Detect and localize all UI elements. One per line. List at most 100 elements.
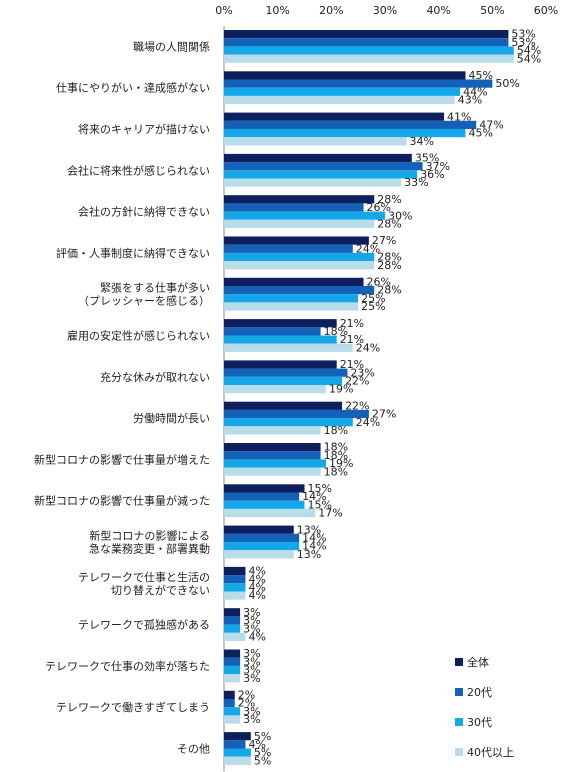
bar bbox=[224, 525, 294, 534]
bar bbox=[224, 368, 348, 377]
data-label: 3% bbox=[243, 614, 260, 627]
bar-series-group: 53% 45% 41% 35% 28% 27% 26% 21% 21% 22% 18% 15% 13% 4… bbox=[224, 28, 541, 767]
data-label: 44% bbox=[463, 85, 487, 98]
bar bbox=[224, 459, 326, 468]
x-tick-label: 60% bbox=[534, 4, 558, 17]
data-label: 4% bbox=[248, 738, 265, 751]
legend-label: 全体 bbox=[467, 655, 489, 669]
bar bbox=[224, 484, 305, 493]
bar bbox=[224, 665, 241, 675]
data-label: 28% bbox=[377, 284, 401, 297]
bar bbox=[224, 170, 418, 179]
bar bbox=[224, 261, 375, 270]
data-label: 53% bbox=[511, 28, 535, 41]
data-label: 3% bbox=[243, 606, 260, 619]
bar bbox=[224, 492, 300, 501]
x-tick-label: 40% bbox=[426, 4, 450, 17]
category-label: テレワークで孤独感がある bbox=[78, 618, 210, 632]
data-label: 37% bbox=[426, 160, 450, 173]
bar bbox=[224, 500, 305, 509]
bar bbox=[224, 542, 300, 551]
legend: 全体 20代 30代 40代以上 bbox=[455, 655, 514, 759]
bar bbox=[224, 451, 321, 460]
data-label: 36% bbox=[420, 168, 444, 181]
category-label: 会社に将来性が感じられない bbox=[67, 163, 210, 177]
bar bbox=[224, 566, 246, 576]
data-label: 14% bbox=[302, 532, 326, 545]
data-label: 5% bbox=[254, 730, 271, 743]
bar bbox=[224, 343, 353, 352]
bar bbox=[224, 632, 246, 641]
bar bbox=[224, 286, 375, 295]
data-label: 35% bbox=[415, 152, 439, 165]
category-label: 職場の人間関係 bbox=[133, 40, 210, 53]
category-label: テレワークで働きすぎてしまう bbox=[56, 700, 210, 714]
data-label: 21% bbox=[340, 333, 364, 346]
data-label: 13% bbox=[297, 523, 321, 536]
data-label: 34% bbox=[409, 135, 433, 148]
data-label: 14% bbox=[302, 540, 326, 553]
legend-label: 40代以上 bbox=[467, 746, 514, 759]
bar bbox=[224, 30, 509, 39]
data-label: 26% bbox=[367, 276, 391, 289]
data-label: 3% bbox=[243, 705, 260, 718]
bar bbox=[224, 409, 369, 419]
bar bbox=[224, 162, 423, 171]
data-label: 3% bbox=[243, 713, 260, 726]
data-label: 3% bbox=[243, 622, 260, 635]
data-label: 15% bbox=[308, 482, 332, 495]
bar bbox=[224, 715, 241, 724]
data-label: 3% bbox=[243, 655, 260, 668]
bar bbox=[224, 38, 509, 47]
legend-label: 20代 bbox=[467, 686, 492, 699]
bar bbox=[224, 302, 359, 311]
x-axis: 0% 10% 20% 30% 40% 50% 60% bbox=[215, 4, 558, 772]
bar bbox=[224, 401, 343, 410]
data-label: 24% bbox=[356, 242, 380, 255]
bar bbox=[224, 467, 321, 476]
bar bbox=[224, 219, 375, 228]
bar bbox=[224, 418, 353, 427]
category-label: 緊張をする仕事が多い（プレッシャーを感じる） bbox=[78, 281, 210, 308]
data-label: 18% bbox=[324, 325, 348, 338]
data-label: 4% bbox=[248, 631, 265, 644]
bar bbox=[224, 443, 321, 452]
bar bbox=[224, 112, 445, 121]
bar bbox=[224, 153, 412, 163]
data-label: 17% bbox=[318, 507, 342, 520]
bar bbox=[224, 46, 514, 55]
data-label: 2% bbox=[238, 689, 255, 702]
bar bbox=[224, 591, 246, 600]
legend-swatch bbox=[455, 658, 463, 666]
data-label: 28% bbox=[377, 251, 401, 264]
bar bbox=[224, 129, 466, 138]
data-label: 3% bbox=[243, 647, 260, 660]
category-label: 新型コロナの影響による急な業務変更・部署異動 bbox=[89, 529, 210, 556]
data-label: 5% bbox=[254, 754, 271, 767]
data-label: 28% bbox=[377, 259, 401, 272]
data-label: 22% bbox=[345, 399, 369, 412]
data-label: 45% bbox=[469, 69, 493, 82]
data-label: 47% bbox=[479, 119, 503, 132]
category-label: 雇用の安定性が感じられない bbox=[67, 329, 210, 343]
bar bbox=[224, 236, 369, 245]
data-label: 41% bbox=[447, 110, 471, 123]
category-label: テレワークで仕事と生活の切り替えができない bbox=[78, 570, 210, 597]
bar bbox=[224, 360, 337, 369]
bar bbox=[224, 740, 246, 749]
bar bbox=[224, 756, 251, 765]
bar bbox=[224, 550, 294, 559]
data-label: 14% bbox=[302, 490, 326, 503]
data-label: 24% bbox=[356, 341, 380, 354]
bar bbox=[224, 294, 359, 303]
data-label: 5% bbox=[254, 746, 271, 759]
x-tick-label: 50% bbox=[480, 4, 504, 17]
bar bbox=[224, 385, 326, 394]
bar bbox=[224, 335, 337, 344]
bar bbox=[224, 195, 375, 204]
bar bbox=[224, 87, 461, 96]
data-label: 26% bbox=[367, 201, 391, 214]
bar bbox=[224, 211, 385, 220]
bar bbox=[224, 608, 241, 617]
category-label: 将来のキャリアが描けない bbox=[78, 122, 210, 136]
